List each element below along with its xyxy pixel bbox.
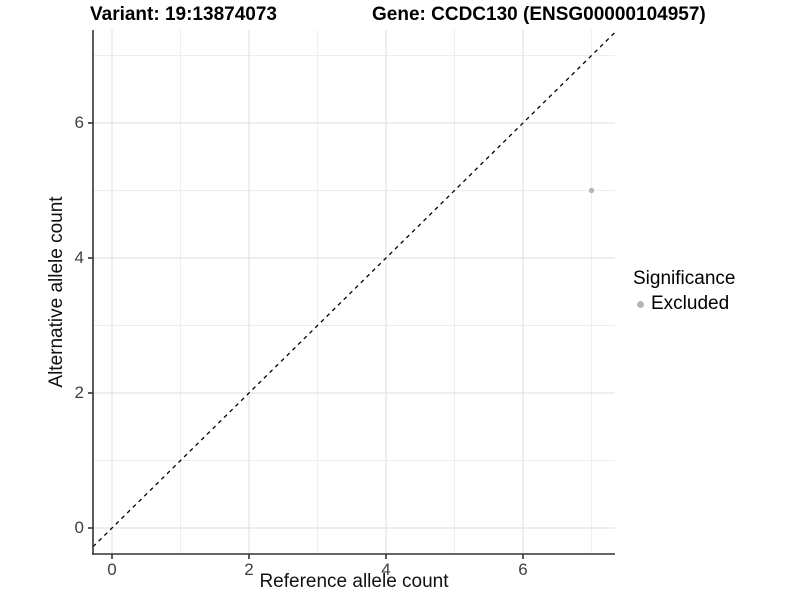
legend: Significance Excluded bbox=[633, 268, 735, 315]
x-tick-label: 0 bbox=[107, 560, 117, 579]
legend-item-label: Excluded bbox=[651, 293, 730, 314]
identity-reference-line bbox=[92, 31, 616, 548]
x-tick-label: 2 bbox=[244, 560, 254, 579]
y-tick-label: 6 bbox=[74, 113, 84, 132]
legend-item-excluded: Excluded bbox=[633, 293, 735, 315]
legend-point-icon bbox=[637, 300, 644, 308]
plot-title-gene: Gene: CCDC130 (ENSG00000104957) bbox=[372, 4, 706, 25]
x-tick-label: 4 bbox=[381, 560, 391, 579]
y-tick-label: 4 bbox=[74, 248, 84, 267]
legend-title: Significance bbox=[633, 268, 736, 289]
plot-title-variant: Variant: 19:13874073 bbox=[90, 4, 277, 25]
data-point-excluded bbox=[588, 187, 595, 194]
y-tick-label: 0 bbox=[74, 518, 84, 537]
y-tick-label: 2 bbox=[74, 383, 84, 402]
y-axis-title: Alternative allele count bbox=[46, 196, 67, 388]
x-axis-title: Reference allele count bbox=[259, 571, 449, 592]
x-tick-label: 6 bbox=[518, 560, 528, 579]
